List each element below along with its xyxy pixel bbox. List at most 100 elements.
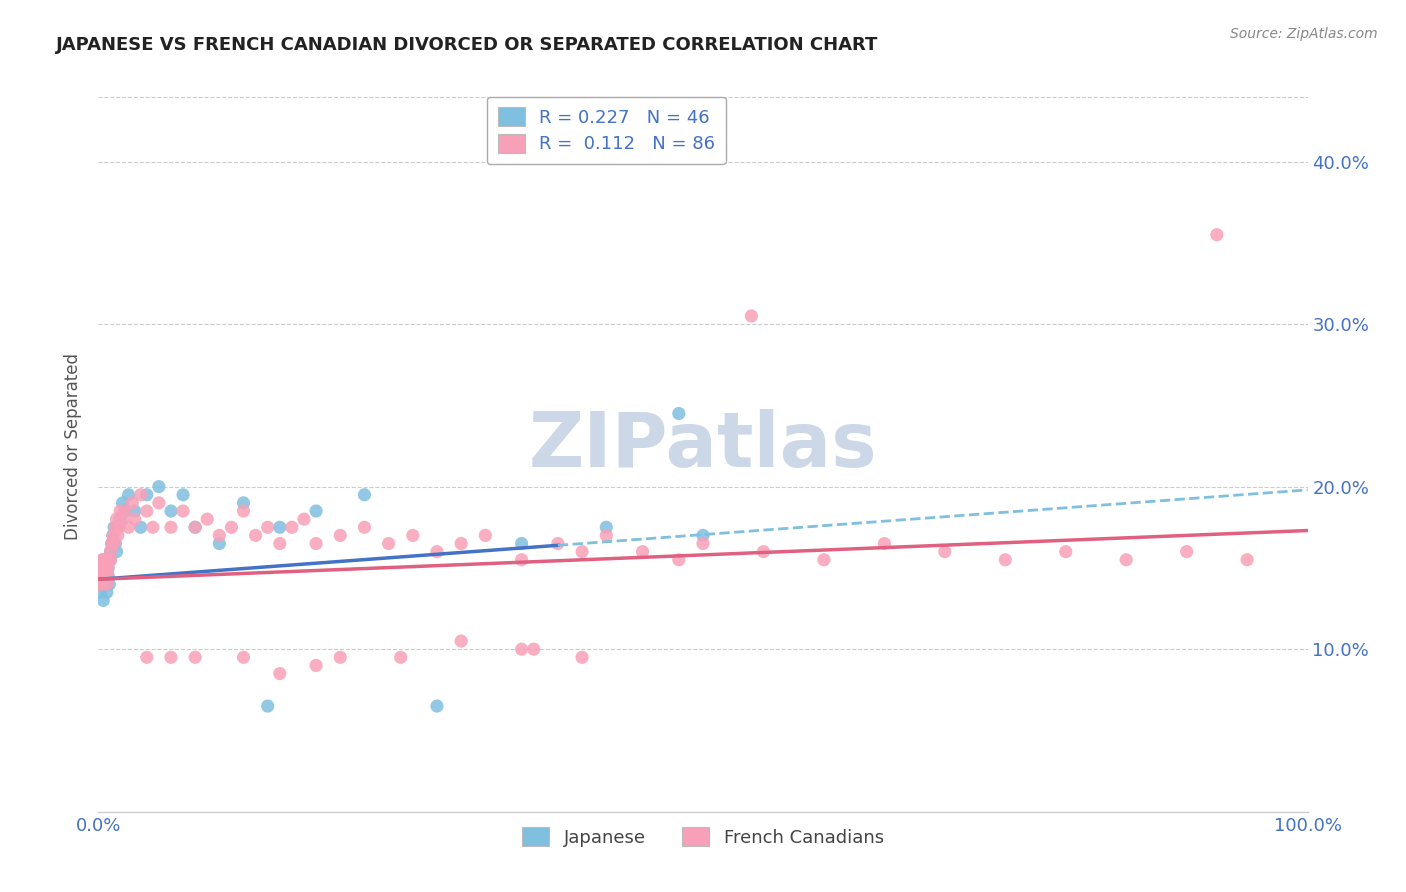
Point — [256, 520, 278, 534]
Point — [994, 553, 1017, 567]
Point — [108, 520, 131, 534]
Point — [426, 699, 449, 714]
Point — [97, 569, 120, 583]
Point — [184, 520, 207, 534]
Point — [100, 536, 122, 550]
Point — [90, 577, 112, 591]
Text: JAPANESE VS FRENCH CANADIAN DIVORCED OR SEPARATED CORRELATION CHART: JAPANESE VS FRENCH CANADIAN DIVORCED OR … — [56, 36, 879, 54]
Point — [93, 569, 115, 583]
Text: Source: ZipAtlas.com: Source: ZipAtlas.com — [1230, 27, 1378, 41]
Point — [89, 569, 111, 583]
Point — [114, 504, 136, 518]
Point — [195, 512, 218, 526]
Point — [91, 553, 114, 567]
Point — [97, 561, 120, 575]
Point — [100, 544, 122, 558]
Point — [292, 512, 315, 526]
Point — [389, 650, 412, 665]
Point — [208, 528, 231, 542]
Point — [91, 561, 114, 575]
Point — [93, 577, 115, 591]
Point — [98, 577, 121, 591]
Point — [135, 488, 157, 502]
Point — [474, 528, 496, 542]
Point — [426, 544, 449, 558]
Point — [208, 536, 231, 550]
Point — [91, 553, 114, 567]
Point — [269, 666, 291, 681]
Point — [1115, 553, 1137, 567]
Point — [281, 520, 304, 534]
Point — [148, 496, 170, 510]
Point — [124, 504, 146, 518]
Point — [100, 536, 122, 550]
Point — [668, 553, 690, 567]
Point — [160, 520, 183, 534]
Point — [510, 642, 533, 657]
Point — [595, 528, 617, 542]
Point — [148, 480, 170, 494]
Point — [91, 569, 114, 583]
Point — [118, 488, 141, 502]
Point — [245, 528, 267, 542]
Point — [813, 553, 835, 567]
Point — [98, 553, 121, 567]
Point — [160, 650, 183, 665]
Point — [93, 561, 115, 575]
Point — [135, 650, 157, 665]
Point — [94, 553, 117, 567]
Point — [353, 488, 375, 502]
Point — [100, 553, 122, 567]
Point — [121, 496, 143, 510]
Point — [94, 569, 117, 583]
Point — [523, 642, 546, 657]
Point — [329, 650, 352, 665]
Point — [124, 512, 146, 526]
Point — [450, 634, 472, 648]
Point — [93, 553, 115, 567]
Point — [1175, 544, 1198, 558]
Point — [547, 536, 569, 550]
Point — [184, 650, 207, 665]
Point — [232, 496, 254, 510]
Point — [104, 536, 127, 550]
Point — [692, 528, 714, 542]
Point — [631, 544, 654, 558]
Point — [377, 536, 399, 550]
Point — [571, 650, 593, 665]
Point — [118, 520, 141, 534]
Point — [91, 561, 114, 575]
Point — [752, 544, 775, 558]
Point — [232, 504, 254, 518]
Point — [595, 520, 617, 534]
Point — [256, 699, 278, 714]
Point — [269, 520, 291, 534]
Point — [104, 520, 127, 534]
Point — [107, 528, 129, 542]
Point — [96, 577, 118, 591]
Point — [934, 544, 956, 558]
Point — [94, 569, 117, 583]
Point — [96, 585, 118, 599]
Point — [160, 504, 183, 518]
Point — [105, 544, 128, 558]
Point — [114, 504, 136, 518]
Point — [111, 512, 134, 526]
Y-axis label: Divorced or Separated: Divorced or Separated — [65, 352, 83, 540]
Point — [740, 309, 762, 323]
Point — [329, 528, 352, 542]
Point — [96, 553, 118, 567]
Point — [232, 650, 254, 665]
Point — [692, 536, 714, 550]
Point — [135, 504, 157, 518]
Legend: Japanese, French Canadians: Japanese, French Canadians — [515, 820, 891, 854]
Point — [97, 569, 120, 583]
Point — [142, 520, 165, 534]
Point — [94, 561, 117, 575]
Point — [90, 585, 112, 599]
Point — [668, 407, 690, 421]
Point — [90, 561, 112, 575]
Point — [91, 577, 114, 591]
Point — [108, 512, 131, 526]
Point — [103, 536, 125, 550]
